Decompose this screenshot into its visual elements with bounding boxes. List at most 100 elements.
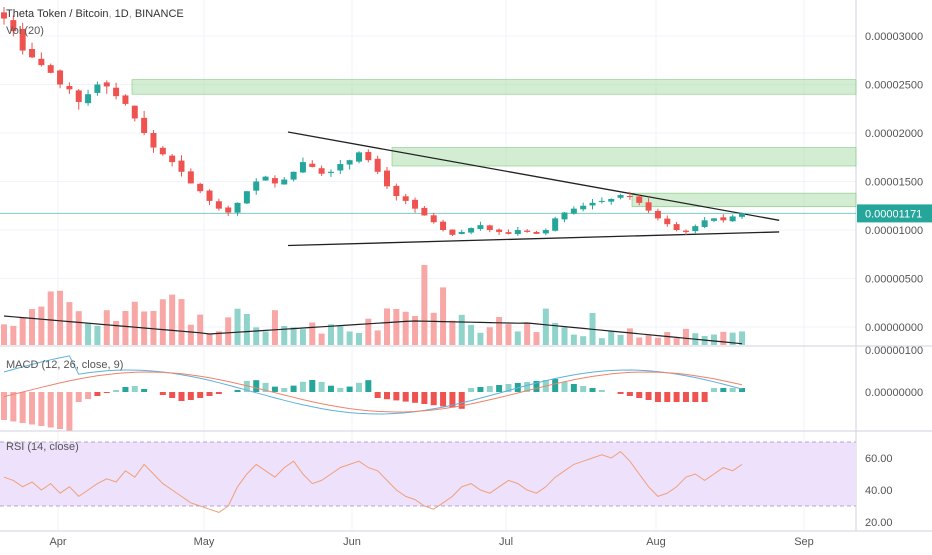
volume-bar-33 bbox=[309, 322, 316, 345]
candle-body-34 bbox=[318, 168, 325, 174]
candle-body-56 bbox=[524, 230, 531, 232]
candle-body-38 bbox=[355, 152, 362, 162]
month-label-Aug: Aug bbox=[646, 536, 666, 548]
symbol-name: Theta Token / Bitcoin bbox=[6, 8, 109, 20]
macd-bar-79 bbox=[739, 388, 745, 392]
volume-bar-44 bbox=[412, 316, 419, 345]
volume-bar-16 bbox=[150, 310, 157, 345]
candle-body-47 bbox=[440, 221, 447, 230]
macd-bar-35 bbox=[327, 385, 334, 392]
macd-bar-77 bbox=[720, 388, 727, 392]
candle-body-6 bbox=[57, 70, 64, 85]
month-label-Apr: Apr bbox=[49, 536, 66, 548]
macd-bar-7 bbox=[66, 392, 73, 431]
volume-bar-21 bbox=[197, 314, 204, 345]
volume-bar-40 bbox=[374, 330, 381, 345]
macd-bar-63 bbox=[589, 388, 596, 392]
volume-bar-49 bbox=[458, 314, 465, 345]
exchange-label: BINANCE bbox=[134, 8, 184, 20]
volume-bar-54 bbox=[505, 324, 512, 345]
macd-bar-53 bbox=[496, 385, 503, 392]
volume-bar-17 bbox=[159, 299, 166, 345]
candle-body-29 bbox=[271, 178, 278, 184]
macd-bar-6 bbox=[57, 392, 64, 429]
macd-bar-40 bbox=[374, 392, 381, 398]
volume-bar-55 bbox=[514, 331, 521, 345]
volume-bar-76 bbox=[710, 334, 717, 345]
macd-bar-36 bbox=[337, 387, 344, 392]
rsi-line bbox=[3, 450, 743, 513]
candle-body-73 bbox=[682, 230, 689, 232]
candle-body-58 bbox=[542, 230, 549, 234]
macd-bar-39 bbox=[365, 380, 372, 392]
volume-bar-23 bbox=[215, 331, 222, 345]
candle-body-11 bbox=[103, 82, 110, 87]
volume-bar-35 bbox=[327, 324, 334, 345]
volume-bar-20 bbox=[187, 324, 194, 345]
candle-body-8 bbox=[75, 90, 82, 102]
macd-signal-line bbox=[3, 371, 743, 413]
candle-body-71 bbox=[664, 218, 671, 225]
macd-bar-38 bbox=[355, 382, 362, 392]
macd-bar-78 bbox=[729, 388, 736, 392]
candle-body-50 bbox=[468, 228, 475, 233]
volume-bar-51 bbox=[477, 332, 484, 345]
candle-body-9 bbox=[85, 94, 92, 104]
macd-bar-12 bbox=[113, 390, 120, 392]
macd-bar-34 bbox=[318, 381, 325, 392]
macd-tick-label: 0.00000000 bbox=[865, 387, 923, 399]
volume-bar-71 bbox=[664, 332, 671, 345]
macd-bar-47 bbox=[440, 392, 447, 407]
macd-bar-18 bbox=[169, 392, 176, 398]
volume-bar-6 bbox=[57, 290, 64, 345]
rsi-band bbox=[0, 442, 856, 506]
price-tick-label: 0.00000500 bbox=[865, 274, 923, 286]
volume-bar-11 bbox=[103, 310, 110, 345]
macd-bar-57 bbox=[533, 381, 540, 392]
macd-bar-51 bbox=[477, 387, 484, 392]
macd-label: MACD (12, 26, close, 9) bbox=[6, 359, 124, 371]
candle-body-79 bbox=[739, 213, 745, 217]
volume-bar-30 bbox=[281, 325, 288, 345]
macd-bar-59 bbox=[552, 379, 559, 392]
volume-bar-48 bbox=[449, 320, 456, 345]
candle-body-70 bbox=[654, 210, 661, 219]
candle-body-69 bbox=[645, 202, 652, 211]
volume-bar-60 bbox=[561, 327, 568, 345]
macd-bar-50 bbox=[468, 388, 475, 392]
volume-bar-61 bbox=[570, 334, 577, 345]
macd-bar-17 bbox=[159, 392, 166, 395]
volume-bar-4 bbox=[38, 306, 45, 345]
volume-bar-22 bbox=[206, 333, 213, 345]
macd-bar-75 bbox=[701, 392, 708, 402]
macd-bar-28 bbox=[262, 382, 269, 392]
macd-bar-8 bbox=[75, 392, 82, 402]
candle-body-54 bbox=[505, 232, 512, 234]
volume-bar-0 bbox=[1, 324, 7, 345]
volume-bar-77 bbox=[720, 331, 727, 345]
macd-bar-30 bbox=[281, 387, 288, 392]
last-price-badge-text: 0.00001171 bbox=[865, 208, 922, 220]
last-price-badge bbox=[857, 204, 932, 223]
candle-body-76 bbox=[710, 218, 717, 221]
macd-bar-5 bbox=[47, 392, 54, 428]
volume-bar-56 bbox=[524, 322, 531, 345]
candle-body-77 bbox=[720, 217, 727, 221]
candle-body-72 bbox=[673, 224, 680, 230]
volume-bar-67 bbox=[626, 328, 633, 345]
candle-body-44 bbox=[412, 199, 419, 209]
candle-body-10 bbox=[94, 84, 101, 93]
candle-body-20 bbox=[187, 171, 194, 184]
candle-body-75 bbox=[701, 220, 708, 227]
candle-body-33 bbox=[309, 163, 316, 167]
macd-bar-15 bbox=[141, 389, 148, 392]
macd-bar-44 bbox=[412, 392, 419, 403]
volume-bar-79 bbox=[739, 331, 745, 345]
candle-body-0 bbox=[1, 12, 7, 19]
macd-bar-67 bbox=[626, 392, 633, 396]
interval-label: 1D bbox=[114, 8, 129, 20]
candle-body-67 bbox=[626, 195, 633, 198]
volume-bar-5 bbox=[47, 291, 54, 345]
volume-bar-53 bbox=[496, 317, 503, 345]
